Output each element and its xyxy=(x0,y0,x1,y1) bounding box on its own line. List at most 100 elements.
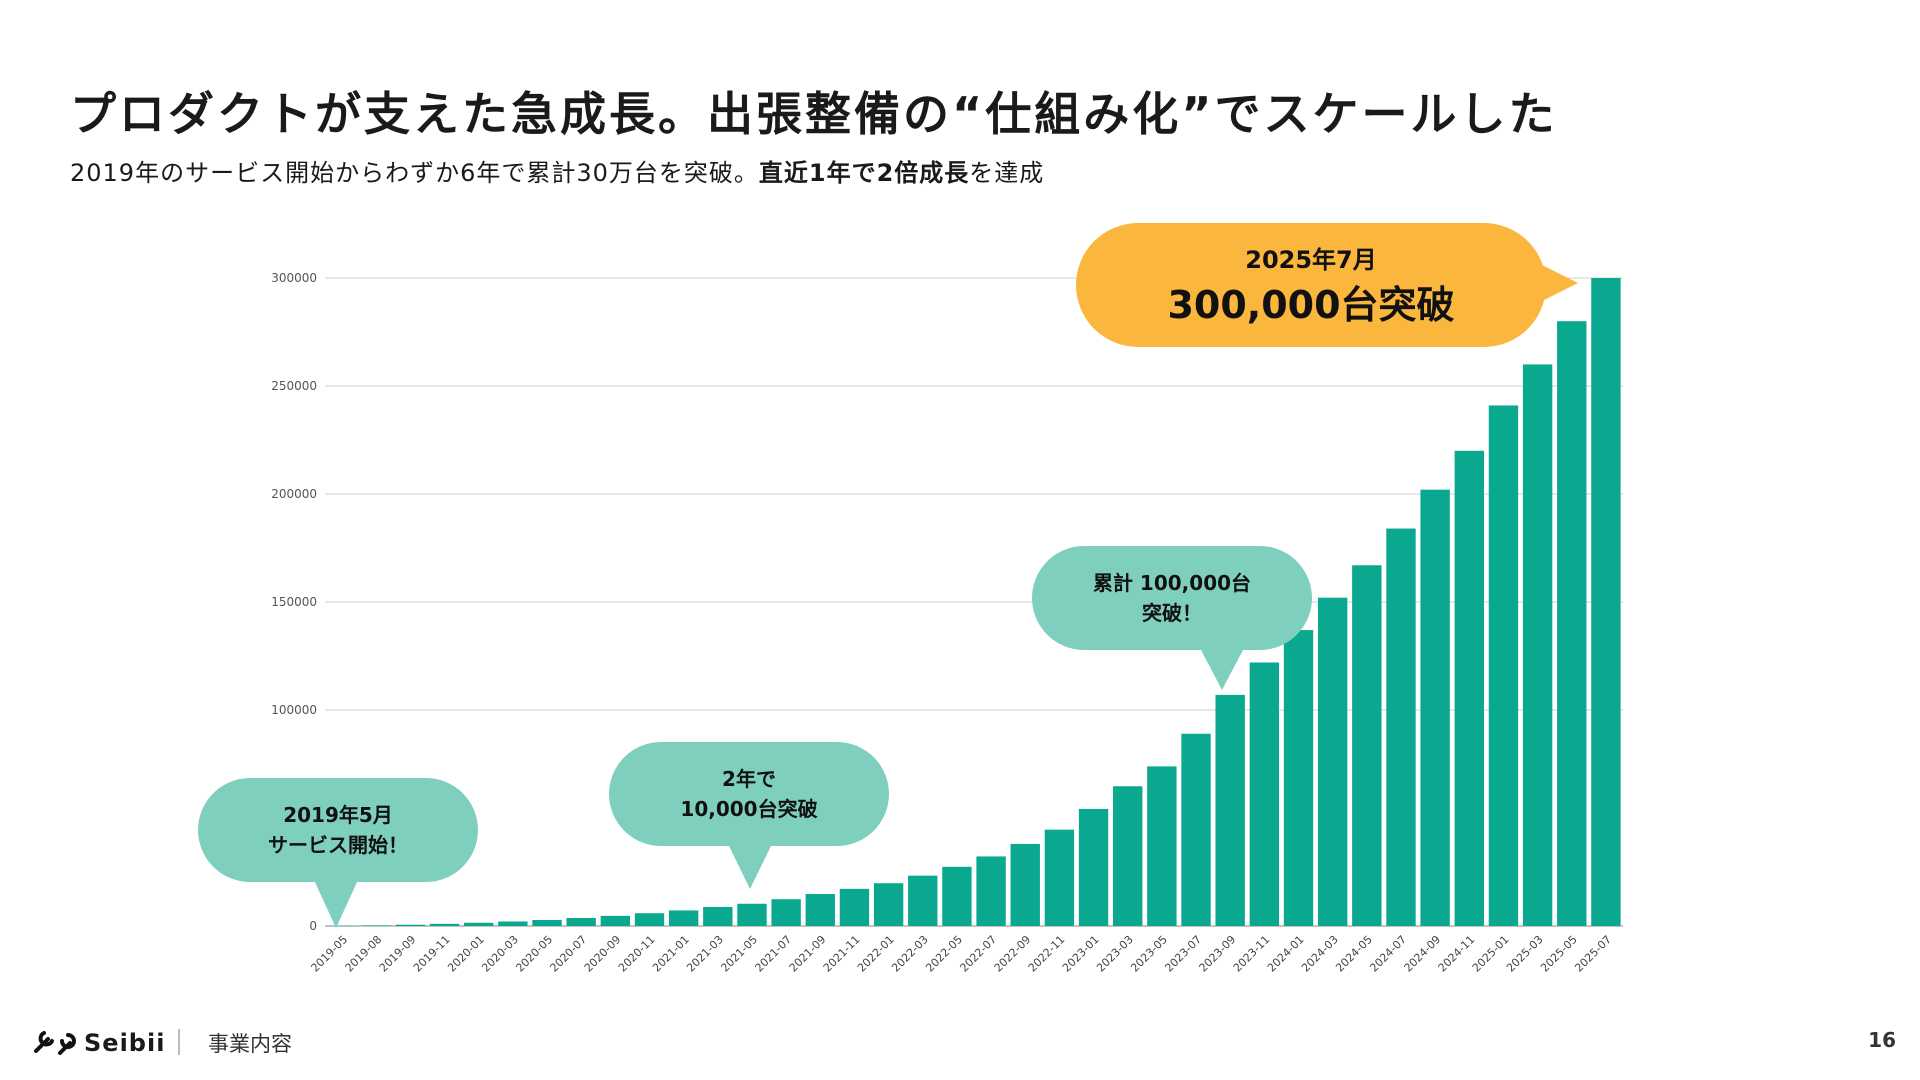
bar xyxy=(600,915,631,926)
logo-text: Seibii xyxy=(84,1029,166,1057)
bubble-line: 300,000台突破 xyxy=(1167,283,1454,327)
x-tick-label: 2020-07 xyxy=(548,933,590,975)
x-tick-label: 2019-08 xyxy=(343,933,385,975)
bar xyxy=(976,856,1006,926)
bar xyxy=(429,923,460,926)
x-tick-label: 2020-09 xyxy=(582,933,624,975)
bar xyxy=(668,910,699,926)
growth-bar-chart: 01000001500002000002500003000002019-0520… xyxy=(198,223,1623,975)
wrench-icon xyxy=(34,1031,76,1055)
y-tick-label: 250000 xyxy=(271,379,317,393)
bar xyxy=(942,866,972,926)
x-tick-label: 2024-05 xyxy=(1333,933,1375,975)
y-tick-label: 300000 xyxy=(271,271,317,285)
x-tick-label: 2025-07 xyxy=(1572,933,1614,975)
slide-subtitle: 2019年のサービス開始からわずか6年で累計30万台を突破。直近1年で2倍成長を… xyxy=(70,153,1044,188)
bubble-line: 10,000台突破 xyxy=(680,797,817,821)
bar xyxy=(1283,630,1314,926)
x-tick-label: 2025-01 xyxy=(1470,933,1512,975)
bubble-line: 2019年5月 xyxy=(283,803,393,827)
bar xyxy=(1522,364,1553,926)
x-tick-label: 2025-05 xyxy=(1538,933,1580,975)
x-tick-label: 2021-09 xyxy=(787,933,829,975)
bubble-body xyxy=(198,778,478,882)
subtitle-tail: を達成 xyxy=(969,159,1045,187)
bar xyxy=(1454,450,1484,926)
x-tick-label: 2023-07 xyxy=(1162,933,1204,975)
bubble-body xyxy=(1076,223,1546,347)
bar xyxy=(1317,597,1348,926)
footer-section-label: 事業内容 xyxy=(208,1032,292,1056)
bar xyxy=(1147,766,1177,926)
x-tick-label: 2023-05 xyxy=(1128,933,1170,975)
page-number: 16 xyxy=(1868,1028,1896,1052)
x-tick-label: 2022-11 xyxy=(1026,933,1068,975)
x-tick-label: 2021-05 xyxy=(718,933,760,975)
y-tick-label: 0 xyxy=(309,919,317,933)
bar xyxy=(498,921,528,926)
x-tick-label: 2019-11 xyxy=(411,933,453,975)
bubble-line: 累計 100,000台 xyxy=(1093,571,1251,595)
bar xyxy=(737,903,767,926)
bubble-body xyxy=(609,742,889,846)
bar xyxy=(908,875,938,926)
seibii-logo: Seibii xyxy=(30,1025,165,1061)
bubble-line: 2025年7月 xyxy=(1245,246,1377,274)
bubble-line: 突破！ xyxy=(1142,601,1202,625)
bar xyxy=(361,925,391,926)
bar xyxy=(805,894,835,926)
bar xyxy=(839,888,870,926)
bar xyxy=(532,919,562,926)
bar xyxy=(634,913,665,926)
bar xyxy=(1557,321,1587,926)
bar xyxy=(1591,278,1621,926)
bar xyxy=(1215,694,1245,926)
subtitle-emphasis: 直近1年で2倍成長 xyxy=(758,159,970,187)
annotation-bubble: 累計 100,000台突破！ xyxy=(1032,546,1312,690)
annotation-bubble: 2年で 10,000台突破 xyxy=(609,742,889,889)
bubble-line: 2年で xyxy=(722,767,776,791)
bar xyxy=(1249,662,1280,926)
y-tick-label: 200000 xyxy=(271,487,317,501)
bar xyxy=(464,922,494,926)
bubble-pointer xyxy=(728,844,772,889)
x-tick-label: 2021-03 xyxy=(684,933,726,975)
x-tick-label: 2023-03 xyxy=(1094,933,1136,975)
bar xyxy=(1488,405,1519,926)
y-tick-label: 100000 xyxy=(271,703,317,717)
x-tick-label: 2022-03 xyxy=(889,933,931,975)
x-tick-label: 2020-05 xyxy=(513,933,555,975)
bar xyxy=(395,924,426,926)
x-tick-label: 2024-01 xyxy=(1265,933,1307,975)
x-tick-label: 2022-07 xyxy=(958,933,1000,975)
bar xyxy=(1010,843,1040,926)
x-tick-label: 2024-09 xyxy=(1402,933,1444,975)
bar xyxy=(1078,808,1109,926)
footer-divider xyxy=(178,1029,180,1055)
bar xyxy=(1386,528,1416,926)
x-tick-label: 2022-09 xyxy=(992,933,1034,975)
bar xyxy=(1113,786,1143,926)
x-tick-label: 2019-05 xyxy=(309,933,351,975)
bar xyxy=(873,883,904,926)
x-tick-label: 2022-01 xyxy=(855,933,897,975)
bar xyxy=(1352,565,1382,926)
x-tick-label: 2022-05 xyxy=(923,933,965,975)
y-tick-label: 150000 xyxy=(271,595,317,609)
bubble-pointer xyxy=(314,880,358,928)
x-tick-label: 2020-01 xyxy=(445,933,487,975)
x-tick-label: 2020-11 xyxy=(616,933,658,975)
annotation-bubble: 2025年7月 300,000台突破 xyxy=(1076,223,1578,347)
x-tick-label: 2024-03 xyxy=(1299,933,1341,975)
bar xyxy=(566,918,596,926)
x-tick-label: 2023-01 xyxy=(1060,933,1102,975)
bar xyxy=(1420,489,1450,926)
bubble-pointer xyxy=(1200,648,1244,690)
x-tick-label: 2023-11 xyxy=(1231,933,1273,975)
bubble-body xyxy=(1032,546,1312,650)
subtitle-text: 2019年のサービス開始からわずか6年で累計30万台を突破。 xyxy=(70,159,759,187)
bar xyxy=(771,899,801,926)
bubble-pointer xyxy=(1542,265,1578,301)
x-tick-label: 2021-01 xyxy=(650,933,692,975)
